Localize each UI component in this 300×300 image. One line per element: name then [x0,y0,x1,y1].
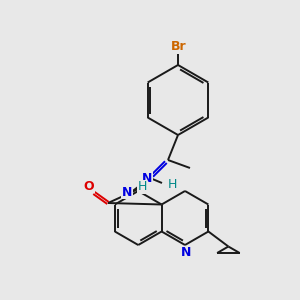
Text: N: N [142,172,152,184]
Text: Br: Br [171,40,187,52]
Text: H: H [137,181,147,194]
Text: O: O [84,179,94,193]
Text: N: N [181,247,191,260]
Text: H: H [167,178,177,190]
Text: N: N [122,185,132,199]
